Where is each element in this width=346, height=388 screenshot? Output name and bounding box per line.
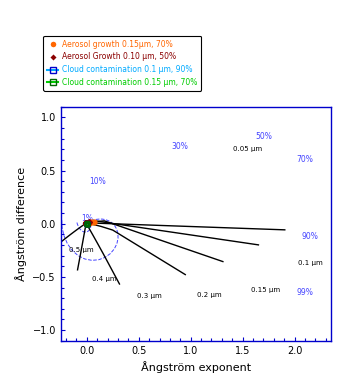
Aerosol Growth 0.10 μm, 50%: [84, 221, 88, 225]
Text: 0.15 μm: 0.15 μm: [251, 287, 280, 293]
Aerosol growth 0.15μm, 70%: [84, 221, 89, 225]
Text: 90%: 90%: [302, 232, 319, 241]
Legend: Aerosol growth 0.15μm, 70%, Aerosol Growth 0.10 μm, 50%, Cloud contamination 0.1: Aerosol growth 0.15μm, 70%, Aerosol Grow…: [43, 36, 201, 91]
Aerosol Growth 0.10 μm, 50%: [84, 221, 89, 225]
Cloud contamination 0.1 μm, 90%: [85, 221, 89, 226]
Cloud contamination 0.15 μm, 70%: [85, 221, 89, 226]
Aerosol Growth 0.10 μm, 50%: [84, 221, 88, 225]
Aerosol growth 0.15μm, 70%: [84, 221, 89, 225]
Aerosol Growth 0.10 μm, 50%: [84, 221, 89, 225]
Cloud contamination 0.15 μm, 70%: [85, 221, 89, 226]
Aerosol Growth 0.10 μm, 50%: [84, 221, 88, 225]
Cloud contamination 0.1 μm, 90%: [85, 222, 89, 226]
Aerosol growth 0.15μm, 70%: [86, 220, 91, 225]
Cloud contamination 0.15 μm, 70%: [85, 222, 89, 226]
Aerosol growth 0.15μm, 70%: [85, 221, 89, 225]
Cloud contamination 0.15 μm, 70%: [85, 221, 89, 226]
Aerosol Growth 0.10 μm, 50%: [84, 221, 89, 225]
Aerosol growth 0.15μm, 70%: [84, 221, 89, 225]
Y-axis label: Ångström difference: Ångström difference: [15, 167, 27, 281]
Aerosol Growth 0.10 μm, 50%: [84, 221, 89, 225]
Aerosol Growth 0.10 μm, 50%: [84, 221, 89, 225]
Aerosol growth 0.15μm, 70%: [85, 221, 89, 225]
Aerosol growth 0.15μm, 70%: [84, 221, 89, 225]
Cloud contamination 0.15 μm, 70%: [85, 221, 89, 226]
Cloud contamination 0.1 μm, 90%: [85, 222, 89, 226]
Line: Aerosol growth 0.15μm, 70%: Aerosol growth 0.15μm, 70%: [84, 220, 97, 225]
Aerosol growth 0.15μm, 70%: [85, 221, 89, 225]
Aerosol growth 0.15μm, 70%: [84, 221, 89, 225]
Aerosol growth 0.15μm, 70%: [89, 220, 93, 225]
Aerosol Growth 0.10 μm, 50%: [87, 220, 91, 224]
Aerosol Growth 0.10 μm, 50%: [84, 221, 88, 225]
Cloud contamination 0.1 μm, 90%: [85, 222, 89, 226]
Cloud contamination 0.15 μm, 70%: [85, 222, 89, 226]
Aerosol Growth 0.10 μm, 50%: [84, 221, 88, 225]
Cloud contamination 0.1 μm, 90%: [85, 222, 89, 226]
Text: 0.3 μm: 0.3 μm: [137, 293, 162, 299]
Aerosol growth 0.15μm, 70%: [84, 221, 89, 225]
Aerosol growth 0.15μm, 70%: [86, 220, 90, 225]
Cloud contamination 0.1 μm, 90%: [85, 220, 89, 225]
Aerosol growth 0.15μm, 70%: [92, 220, 97, 224]
X-axis label: Ångström exponent: Ångström exponent: [141, 361, 251, 373]
Aerosol Growth 0.10 μm, 50%: [85, 220, 89, 225]
Cloud contamination 0.1 μm, 90%: [85, 221, 89, 226]
Aerosol growth 0.15μm, 70%: [87, 220, 91, 225]
Aerosol Growth 0.10 μm, 50%: [84, 221, 89, 225]
Cloud contamination 0.15 μm, 70%: [85, 221, 89, 226]
Aerosol Growth 0.10 μm, 50%: [84, 221, 88, 225]
Line: Aerosol Growth 0.10 μm, 50%: Aerosol Growth 0.10 μm, 50%: [84, 220, 91, 225]
Text: 70%: 70%: [297, 156, 313, 165]
Aerosol Growth 0.10 μm, 50%: [84, 221, 88, 225]
Aerosol Growth 0.10 μm, 50%: [85, 220, 90, 225]
Text: 30%: 30%: [172, 142, 189, 151]
Cloud contamination 0.1 μm, 90%: [85, 222, 89, 226]
Cloud contamination 0.1 μm, 90%: [85, 222, 89, 226]
Aerosol growth 0.15μm, 70%: [85, 221, 90, 225]
Text: 50%: 50%: [255, 132, 272, 141]
Aerosol growth 0.15μm, 70%: [84, 221, 89, 225]
Aerosol growth 0.15μm, 70%: [85, 221, 89, 225]
Text: 1%: 1%: [81, 214, 93, 223]
Cloud contamination 0.1 μm, 90%: [85, 221, 89, 226]
Text: 0.05 μm: 0.05 μm: [233, 146, 262, 152]
Text: 0.5 μm: 0.5 μm: [69, 247, 94, 253]
Aerosol growth 0.15μm, 70%: [85, 221, 89, 225]
Aerosol growth 0.15μm, 70%: [86, 220, 90, 225]
Aerosol Growth 0.10 μm, 50%: [85, 220, 89, 225]
Aerosol Growth 0.10 μm, 50%: [84, 221, 88, 225]
Aerosol Growth 0.10 μm, 50%: [84, 221, 88, 225]
Aerosol Growth 0.10 μm, 50%: [84, 221, 88, 225]
Aerosol growth 0.15μm, 70%: [84, 221, 89, 225]
Aerosol growth 0.15μm, 70%: [85, 221, 89, 225]
Text: 0.1 μm: 0.1 μm: [298, 260, 322, 266]
Cloud contamination 0.1 μm, 90%: [85, 222, 89, 226]
Cloud contamination 0.15 μm, 70%: [85, 222, 89, 226]
Cloud contamination 0.15 μm, 70%: [85, 221, 89, 226]
Aerosol growth 0.15μm, 70%: [85, 221, 89, 225]
Cloud contamination 0.15 μm, 70%: [85, 221, 89, 225]
Text: 0.2 μm: 0.2 μm: [197, 292, 222, 298]
Cloud contamination 0.1 μm, 90%: [85, 222, 89, 226]
Text: 99%: 99%: [297, 288, 313, 297]
Text: 10%: 10%: [89, 177, 106, 186]
Text: 0.4 μm: 0.4 μm: [92, 276, 117, 282]
